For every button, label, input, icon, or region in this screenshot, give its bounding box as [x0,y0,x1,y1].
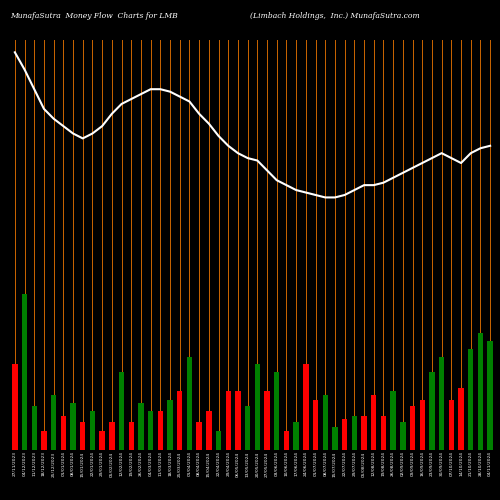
Text: (Limbach Holdings,  Inc.) MunafaSutra.com: (Limbach Holdings, Inc.) MunafaSutra.com [250,12,420,20]
Bar [168,400,172,450]
Bar [458,388,464,450]
Bar [70,404,76,450]
Bar [177,391,182,450]
Bar [32,406,37,450]
Bar [264,391,270,450]
Bar [60,416,66,450]
Bar [478,333,483,450]
Bar [420,400,425,450]
Bar [390,391,396,450]
Bar [138,404,143,450]
Bar [410,406,415,450]
Bar [42,432,46,450]
Bar [128,422,134,450]
Bar [90,411,95,450]
Bar [80,422,86,450]
Bar [187,356,192,450]
Bar [236,391,240,450]
Text: MunafaSutra  Money Flow  Charts for LMB: MunafaSutra Money Flow Charts for LMB [10,12,178,20]
Bar [51,396,57,450]
Bar [206,411,212,450]
Bar [439,356,444,450]
Bar [430,372,434,450]
Bar [313,400,318,450]
Bar [284,432,289,450]
Bar [362,416,366,450]
Bar [254,364,260,450]
Bar [119,372,124,450]
Bar [371,396,376,450]
Bar [245,406,250,450]
Bar [303,364,308,450]
Bar [216,432,221,450]
Bar [22,294,27,450]
Bar [352,416,357,450]
Bar [342,419,347,450]
Bar [488,341,493,450]
Bar [100,432,105,450]
Bar [448,400,454,450]
Bar [294,422,299,450]
Bar [12,364,18,450]
Bar [381,416,386,450]
Bar [226,391,231,450]
Bar [332,426,338,450]
Bar [468,348,473,450]
Bar [148,411,154,450]
Bar [322,396,328,450]
Bar [158,411,163,450]
Bar [109,422,114,450]
Bar [400,422,406,450]
Bar [274,372,280,450]
Bar [196,422,202,450]
